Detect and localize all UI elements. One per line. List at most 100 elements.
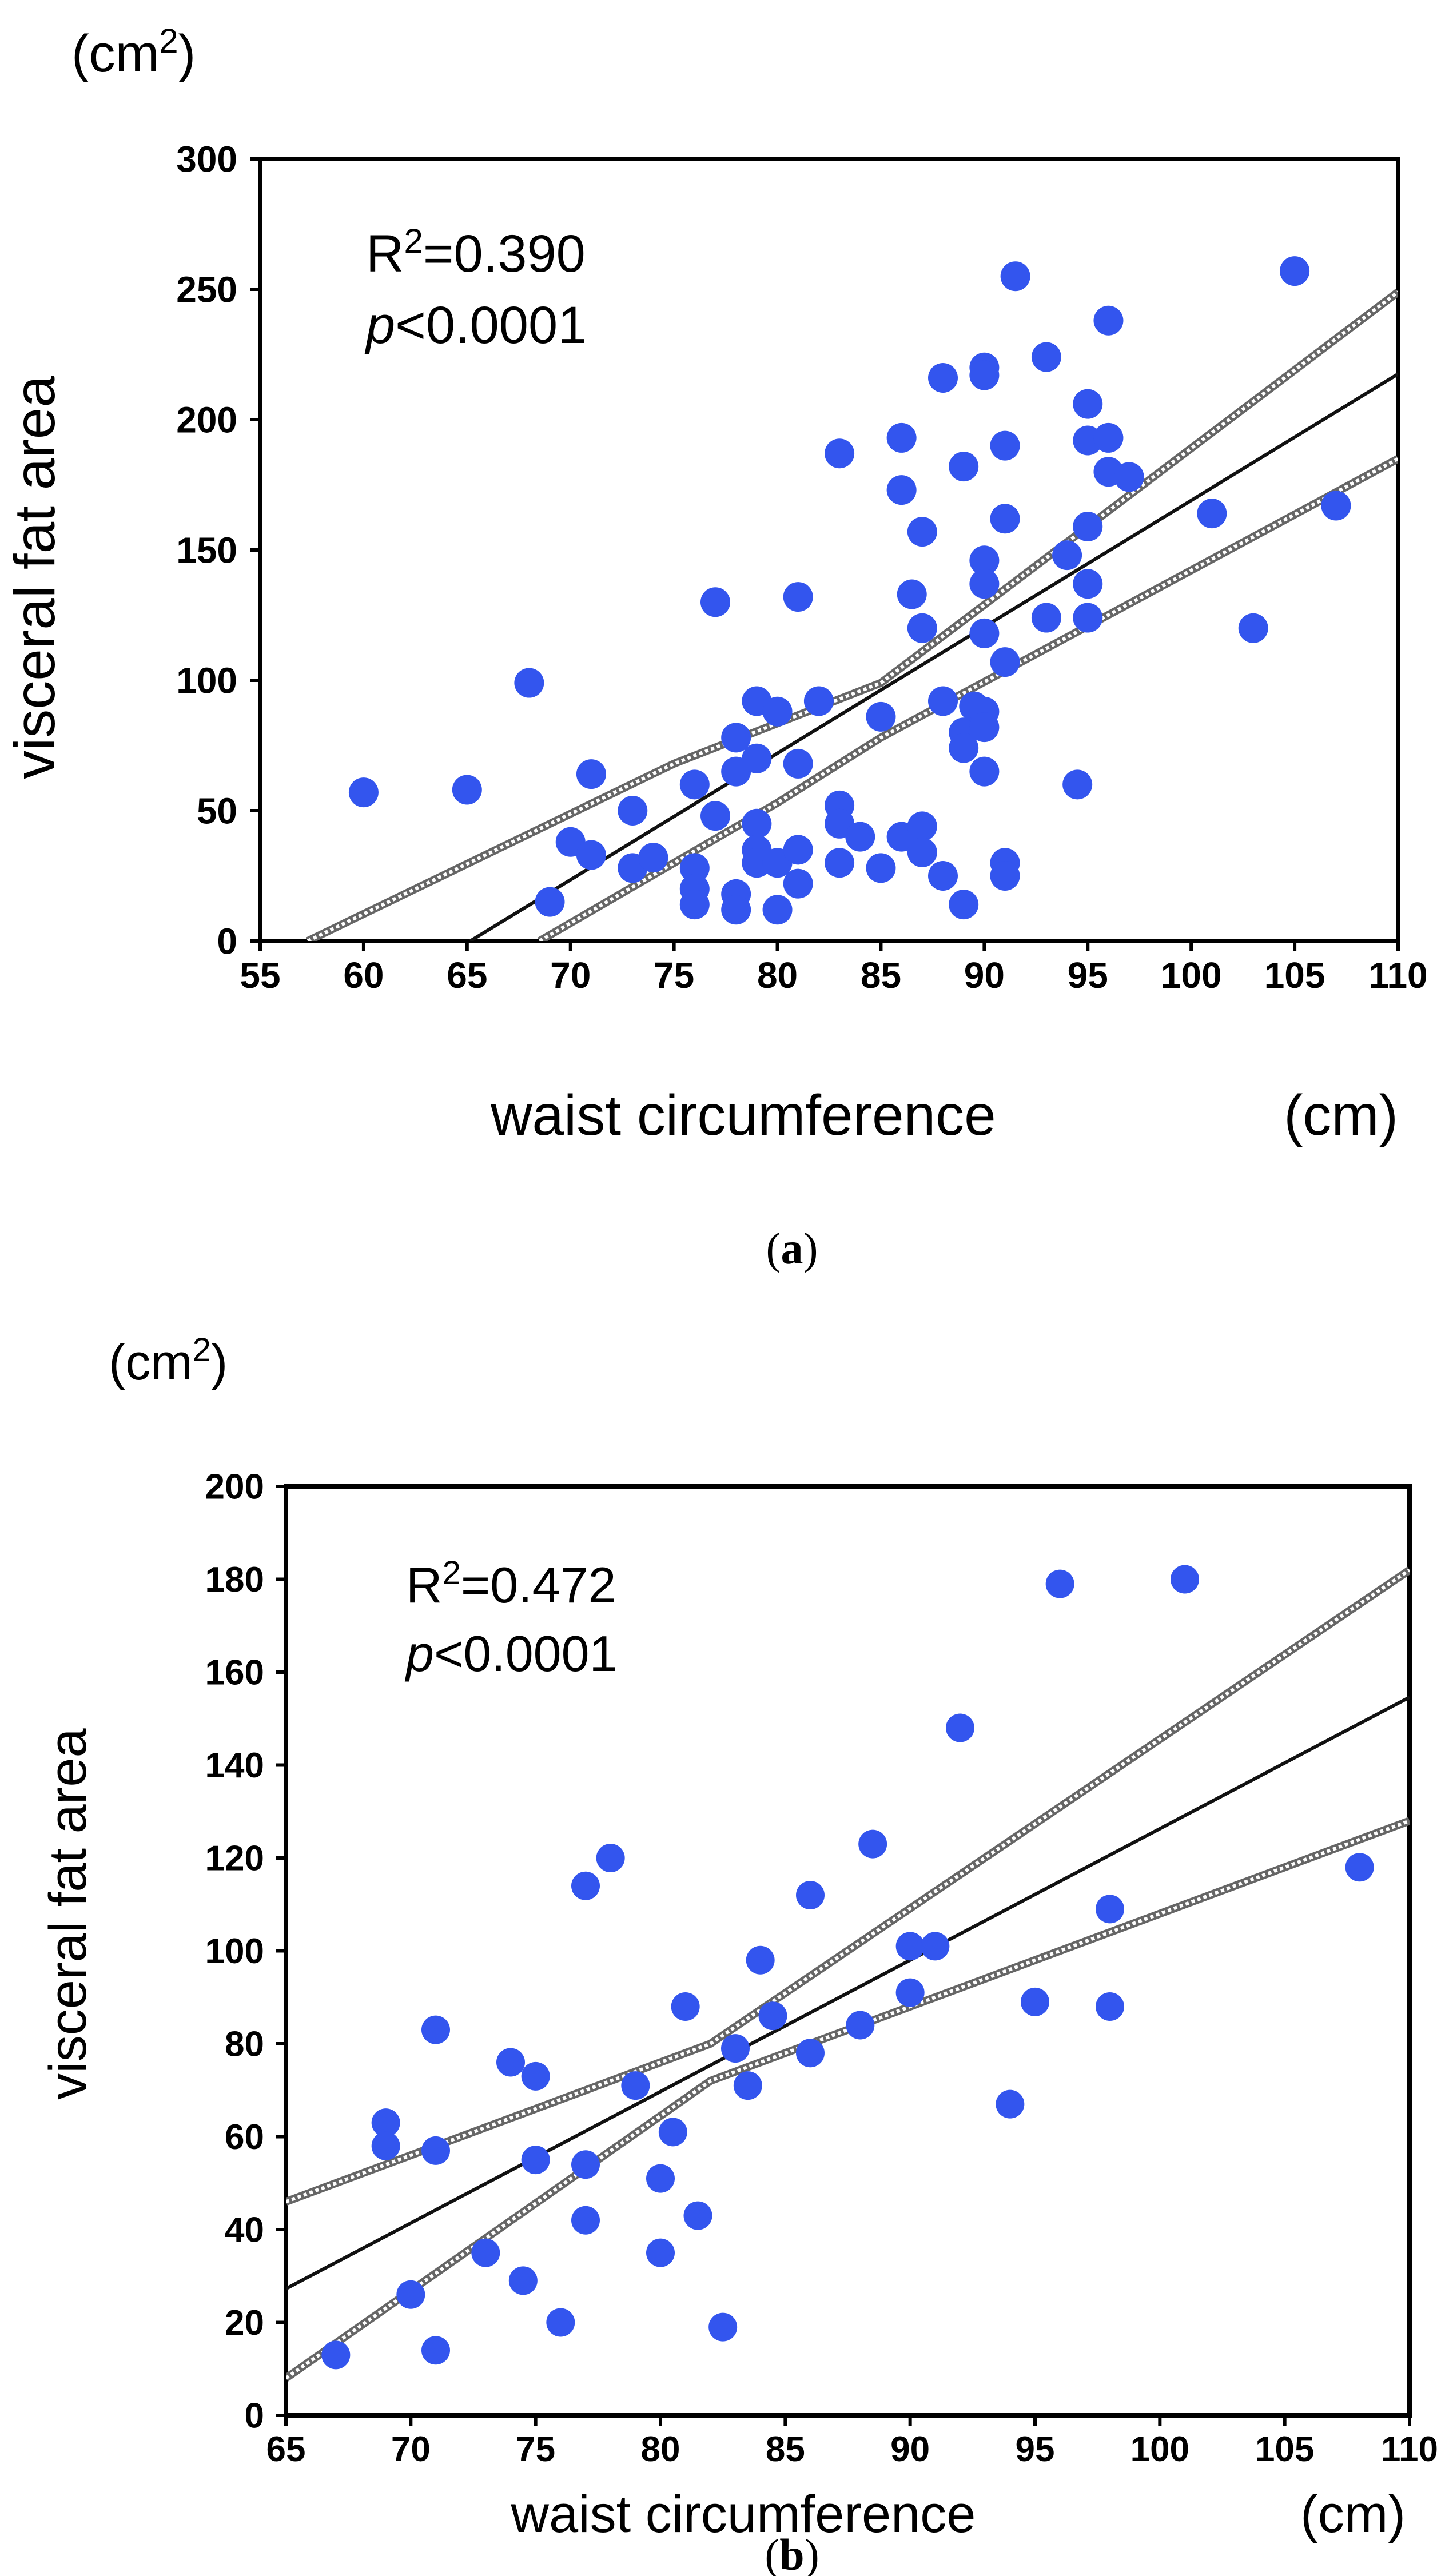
data-point: [990, 504, 1020, 534]
data-point: [895, 1978, 925, 2007]
ci-lower-line-outer: [286, 1817, 1410, 2382]
data-point: [895, 1932, 925, 1961]
data-point: [866, 701, 896, 732]
data-point: [949, 733, 979, 763]
data-point: [679, 769, 710, 800]
x-ticks: 55 60 65 70 75 80 85 90 95 100 105 110: [240, 941, 1428, 996]
data-point: [762, 696, 793, 727]
data-point: [1321, 491, 1351, 521]
stat-p: p<0.0001: [404, 1625, 618, 1682]
data-point: [1073, 569, 1103, 599]
stat-r2: R2=0.390: [366, 222, 586, 284]
stat-p: p<0.0001: [364, 296, 587, 354]
data-point: [946, 1713, 974, 1742]
data-point: [396, 2280, 425, 2309]
data-point: [907, 811, 937, 842]
data-point: [1096, 1895, 1124, 1924]
data-point: [521, 2146, 550, 2175]
data-point: [521, 2061, 550, 2091]
y-tick-label: 60: [225, 2118, 264, 2157]
x-tick-label: 110: [1381, 2430, 1438, 2469]
x-tick-label: 70: [391, 2430, 431, 2469]
data-point: [969, 618, 1000, 648]
data-point: [596, 1844, 625, 1872]
data-point: [907, 613, 937, 643]
data-point: [846, 2011, 875, 2040]
data-point: [721, 2034, 750, 2063]
data-point: [742, 808, 772, 839]
data-point: [1031, 603, 1061, 633]
data-point: [1096, 1992, 1124, 2021]
stat-r2: R2=0.472: [406, 1554, 616, 1614]
y-tick-label: 0: [245, 2396, 264, 2436]
x-tick-label: 105: [1255, 2430, 1314, 2469]
data-point: [928, 861, 958, 891]
data-point: [1114, 462, 1144, 492]
data-point: [762, 895, 793, 925]
y-tick-label: 20: [225, 2303, 264, 2343]
data-point: [866, 853, 896, 883]
data-point: [845, 822, 875, 852]
y-tick-label: 100: [205, 1932, 264, 1971]
data-point: [638, 843, 668, 873]
data-point: [742, 848, 772, 878]
y-tick-label: 150: [176, 529, 237, 571]
data-point: [949, 452, 979, 482]
data-point: [1238, 613, 1268, 643]
x-tick-label: 90: [964, 955, 1005, 996]
data-point: [658, 2118, 687, 2147]
data-point: [746, 1945, 775, 1975]
data-point: [571, 2150, 600, 2179]
x-unit-label: (cm): [1284, 1083, 1398, 1147]
data-point: [618, 796, 648, 826]
x-ticks: 65 70 75 80 85 90 95 100 105 110: [266, 2415, 1438, 2469]
x-tick-label: 75: [516, 2430, 555, 2469]
data-point: [371, 2131, 400, 2160]
x-tick-label: 105: [1264, 955, 1325, 996]
data-point: [679, 853, 710, 883]
x-tick-label: 95: [1068, 955, 1108, 996]
data-point: [1197, 499, 1227, 529]
data-point: [700, 587, 730, 617]
data-point: [996, 2089, 1025, 2119]
y-tick-label: 200: [176, 399, 237, 440]
data-point: [796, 1881, 825, 1909]
data-point: [990, 861, 1020, 891]
x-axis-title: waist circumference: [511, 2485, 976, 2543]
data-point: [508, 2266, 538, 2295]
data-point: [803, 686, 834, 716]
data-point: [721, 895, 751, 925]
x-tick-label: 70: [550, 955, 591, 996]
y-tick-label: 180: [205, 1560, 264, 1600]
data-point: [321, 2340, 351, 2370]
x-tick-label: 60: [343, 955, 384, 996]
data-point: [1031, 342, 1061, 372]
data-point: [907, 837, 937, 867]
data-point: [721, 723, 751, 753]
data-point: [742, 743, 772, 773]
data-point: [1045, 1569, 1074, 1598]
x-tick-label: 65: [266, 2430, 306, 2469]
x-tick-label: 95: [1016, 2430, 1055, 2469]
ci-band: [286, 1566, 1410, 2382]
data-point: [1052, 540, 1082, 571]
chart-panel-a: (cm2) visceral fat area 0 50 100 150 200 250 3…: [3, 22, 1428, 1274]
y-ticks: 0 50 100 150 200 250 300: [176, 138, 260, 962]
data-point: [571, 2206, 600, 2235]
data-point: [679, 890, 710, 920]
x-tick-label: 90: [890, 2430, 930, 2469]
y-unit-label: (cm2): [109, 1331, 228, 1391]
data-point: [1093, 422, 1124, 453]
data-point: [576, 759, 606, 789]
data-point: [783, 835, 813, 865]
data-point: [886, 422, 917, 453]
points-group: [348, 256, 1351, 925]
data-point: [1021, 1987, 1049, 2016]
data-point: [514, 668, 544, 698]
data-point: [1073, 389, 1103, 419]
data-point: [471, 2238, 500, 2267]
data-point: [621, 2071, 650, 2100]
data-point: [1062, 769, 1093, 800]
data-point: [886, 475, 917, 505]
data-point: [348, 777, 379, 808]
